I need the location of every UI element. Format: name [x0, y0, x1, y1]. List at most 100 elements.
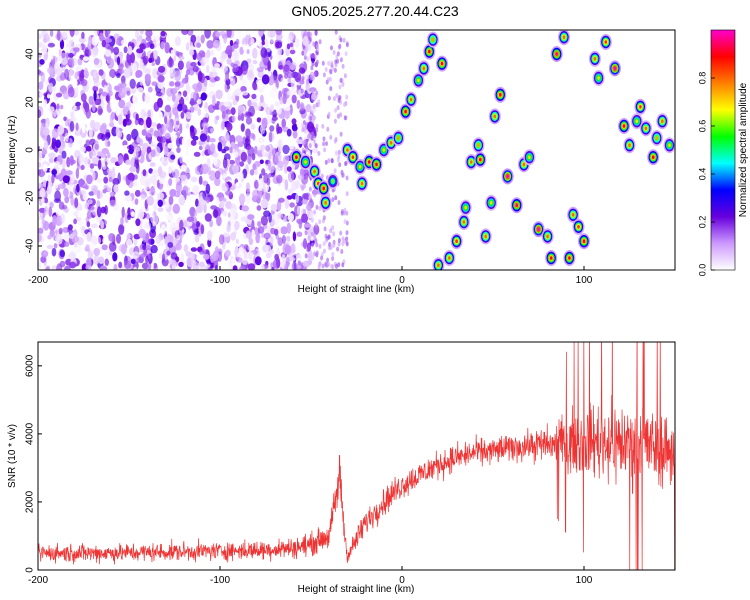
heatmap-noise-cell: [315, 127, 319, 133]
heatmap-noise-cell: [283, 163, 288, 174]
heatmap-y-ticks: -40 -20 0 20 40: [25, 48, 42, 253]
heatmap-noise-cell: [247, 63, 254, 73]
heatmap-noise-cell: [105, 76, 113, 84]
heatmap-noise-cell: [285, 106, 291, 111]
heatmap-noise-cell: [322, 215, 326, 221]
heatmap-blob-layer-ellipse: [477, 143, 480, 147]
heatmap-noise-cell: [164, 146, 169, 157]
heatmap-noise-cell: [38, 33, 43, 40]
heatmap-noise-cell: [209, 82, 216, 88]
heatmap-signal-blob: [592, 70, 605, 86]
heatmap-noise-cell: [192, 65, 199, 73]
heatmap-noise-cell: [81, 225, 86, 231]
heatmap-noise-cell: [108, 176, 113, 183]
heatmap-noise-cell: [230, 232, 237, 241]
heatmap-signal-blob: [472, 137, 485, 154]
heatmap-noise-cell: [38, 169, 46, 178]
heatmap-noise-cell: [84, 49, 92, 57]
heatmap-noise-cell: [259, 235, 266, 246]
heatmap-noise-cell: [142, 65, 148, 74]
heatmap-noise-cell: [257, 226, 265, 234]
heatmap-noise-cell: [130, 211, 136, 217]
heatmap-noise-cell: [210, 49, 214, 56]
colorbar-tick-label: 0.8: [697, 72, 707, 85]
heatmap-noise-cell: [337, 154, 341, 160]
heatmap-noise-cell: [287, 213, 294, 222]
heatmap-noise-cell: [265, 190, 271, 202]
heatmap-noise-cell: [256, 36, 261, 47]
heatmap-x-label: Height of straight line (km): [298, 284, 415, 295]
heatmap-noise-cell: [84, 184, 90, 190]
heatmap-noise-cell: [277, 212, 284, 219]
heatmap-noise-cell: [208, 71, 213, 80]
heatmap-noise-cell: [323, 226, 327, 232]
heatmap-noise-cell: [126, 238, 133, 248]
heatmap-noise-cell: [125, 195, 132, 202]
heatmap-noise-cell: [205, 196, 210, 204]
heatmap-signal-blob: [356, 175, 368, 192]
heatmap-noise-cell: [108, 242, 117, 252]
heatmap-noise-cell: [200, 224, 205, 235]
heatmap-noise-cell: [138, 229, 146, 239]
heatmap-noise-cell: [93, 79, 100, 87]
heatmap-noise-cell: [113, 46, 120, 56]
heatmap-noise-cell: [73, 57, 77, 66]
heatmap-signal-blob: [523, 149, 536, 166]
heatmap-noise-cell: [296, 99, 301, 110]
heatmap-noise-cell: [167, 142, 174, 149]
heatmap-noise-cell: [230, 207, 236, 218]
heatmap-noise-cell: [150, 238, 155, 245]
heatmap-noise-cell: [265, 106, 272, 116]
heatmap-noise-cell: [157, 44, 161, 53]
heatmap-noise-cell: [202, 117, 209, 124]
heatmap-noise-cell: [75, 101, 81, 107]
heatmap-noise-cell: [199, 133, 207, 142]
heatmap-noise-cell: [86, 221, 91, 228]
heatmap-noise-cell: [276, 200, 282, 212]
heatmap-noise-cell: [276, 257, 281, 269]
heatmap-noise-cell: [60, 104, 64, 110]
heatmap-noise-cell: [55, 209, 60, 216]
heatmap-noise-cell: [48, 157, 54, 164]
heatmap-noise-cell: [40, 255, 47, 264]
heatmap-noise-cell: [245, 128, 251, 138]
heatmap-noise-cell: [133, 266, 137, 270]
heatmap-blob-layer-ellipse: [668, 143, 671, 147]
heatmap-noise-cell: [215, 31, 221, 38]
heatmap-noise-cell: [157, 97, 163, 108]
heatmap-signal-blob: [494, 86, 507, 103]
heatmap-noise-cell: [235, 238, 240, 245]
heatmap-x-ticks: -200 -100 0 100: [28, 266, 593, 286]
heatmap-noise-cell: [76, 183, 80, 193]
heatmap-noise-cell: [104, 258, 110, 266]
heatmap-noise-cell: [286, 43, 291, 50]
heatmap-noise-cell: [164, 112, 170, 118]
heatmap-noise-cell: [155, 235, 162, 244]
heatmap-noise-cell: [327, 60, 331, 66]
heatmap-noise-cell: [179, 155, 183, 164]
heatmap-noise-cell: [157, 127, 163, 138]
heatmap-noise-cell: [272, 238, 278, 248]
heatmap-blob-layer-ellipse: [568, 256, 571, 260]
heatmap-noise-cell: [282, 65, 290, 75]
heatmap-noise-cell: [133, 149, 139, 159]
heatmap-signal-blob: [436, 55, 448, 72]
heatmap-noise-cell: [303, 55, 307, 61]
heatmap-noise-cell: [96, 178, 102, 183]
heatmap-noise-cell: [63, 187, 69, 197]
heatmap-noise-cell: [301, 50, 305, 56]
heatmap-noise-cell: [190, 34, 197, 43]
heatmap-noise-cell: [332, 242, 336, 248]
heatmap-noise-cell: [254, 169, 258, 175]
heatmap-blob-layer-ellipse: [635, 119, 639, 123]
heatmap-noise-cell: [304, 230, 308, 236]
heatmap-noise-cell: [254, 145, 258, 155]
heatmap-noise-cell: [48, 82, 54, 93]
heatmap-noise-cell: [117, 172, 121, 184]
heatmap-noise-cell: [345, 94, 349, 100]
heatmap-noise-cell: [310, 75, 314, 81]
heatmap-noise-cell: [311, 242, 315, 248]
heatmap-noise-cell: [94, 121, 101, 130]
heatmap-noise-cell: [339, 230, 343, 236]
